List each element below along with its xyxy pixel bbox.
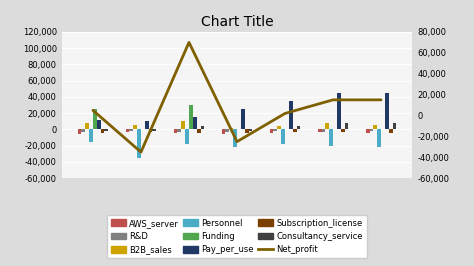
Bar xyxy=(185,130,189,144)
Bar xyxy=(193,117,197,130)
Bar xyxy=(104,130,108,131)
Bar xyxy=(153,130,156,131)
Bar xyxy=(201,126,204,130)
Bar xyxy=(133,125,137,130)
Bar xyxy=(129,130,133,131)
Bar xyxy=(370,130,374,131)
Bar xyxy=(293,130,297,132)
Bar xyxy=(325,123,329,130)
Bar xyxy=(189,105,193,130)
Bar xyxy=(273,130,277,131)
Bar xyxy=(245,130,248,133)
Bar xyxy=(85,123,89,130)
Bar xyxy=(318,130,321,132)
Bar xyxy=(345,123,348,130)
Bar xyxy=(137,130,141,158)
Bar xyxy=(281,130,285,144)
Bar xyxy=(366,130,370,133)
Bar xyxy=(374,125,377,130)
Bar xyxy=(248,130,252,131)
Bar xyxy=(297,126,301,130)
Bar xyxy=(89,130,93,142)
Bar xyxy=(385,93,389,130)
Bar xyxy=(145,121,149,130)
Bar xyxy=(177,130,181,132)
Bar xyxy=(97,120,100,130)
Bar xyxy=(126,130,129,132)
Bar xyxy=(93,109,97,130)
Bar xyxy=(337,93,341,130)
Bar xyxy=(329,130,333,146)
Bar xyxy=(181,121,185,130)
Bar xyxy=(241,109,245,130)
Bar xyxy=(233,130,237,147)
Bar xyxy=(222,130,226,134)
Bar xyxy=(149,130,153,132)
Bar xyxy=(277,126,281,130)
Bar xyxy=(173,130,177,133)
Title: Chart Title: Chart Title xyxy=(201,15,273,29)
Bar xyxy=(100,130,104,133)
Bar xyxy=(229,128,233,130)
Bar xyxy=(389,130,392,133)
Bar xyxy=(197,130,201,133)
Bar xyxy=(392,123,396,130)
Bar xyxy=(226,130,229,132)
Legend: AWS_server, R&D, B2B_sales, Personnel, Funding, Pay_per_use, Subscription_licens: AWS_server, R&D, B2B_sales, Personnel, F… xyxy=(107,215,367,258)
Bar xyxy=(78,130,82,134)
Bar xyxy=(321,130,325,132)
Bar xyxy=(82,130,85,132)
Bar xyxy=(341,130,345,132)
Bar xyxy=(377,130,381,147)
Bar xyxy=(270,130,273,133)
Bar xyxy=(289,101,293,130)
